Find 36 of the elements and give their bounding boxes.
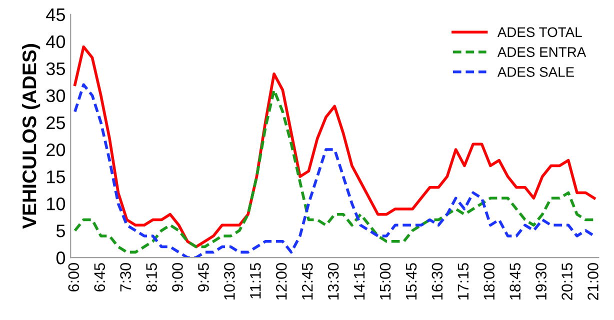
line-series bbox=[74, 45, 596, 248]
y-tick-label: 30 bbox=[46, 89, 66, 102]
x-tick-label: 14:15 bbox=[354, 263, 365, 300]
x-tick-label: 10:30 bbox=[224, 263, 235, 300]
x-tick-label: 7:30 bbox=[120, 263, 131, 292]
legend-label: ADES TOTAL bbox=[497, 27, 582, 38]
y-tick-label: 10 bbox=[47, 197, 66, 210]
x-tick-label: 17:15 bbox=[458, 263, 469, 300]
x-tick-label: 20:15 bbox=[562, 263, 572, 300]
y-axis-title: VEHICULOS (ADES) bbox=[22, 44, 40, 229]
y-tick-label: 20 bbox=[46, 143, 66, 156]
x-tick-label: 6:45 bbox=[94, 263, 106, 292]
x-tick-label: 13:30 bbox=[328, 263, 339, 300]
x-tick-label: 11:15 bbox=[250, 263, 261, 298]
x-tick-label: 19:30 bbox=[536, 263, 546, 300]
legend-label: ADES SALE bbox=[497, 67, 574, 77]
x-tick-label: 9:00 bbox=[172, 263, 183, 292]
x-tick-label: 15:00 bbox=[380, 263, 391, 300]
y-tick-label: 40 bbox=[46, 35, 66, 48]
x-tick-label: 21:00 bbox=[588, 263, 598, 300]
legend-label: ADES ENTRA bbox=[497, 47, 586, 57]
x-tick-label: 6:00 bbox=[68, 263, 80, 292]
y-tick-label: 25 bbox=[46, 116, 65, 130]
y-tick-label: 45 bbox=[46, 8, 65, 22]
x-tick-label: 12:00 bbox=[276, 263, 287, 300]
x-tick-label: 18:45 bbox=[510, 263, 521, 300]
y-tick-label: 5 bbox=[56, 224, 65, 238]
x-tick-label: 12:45 bbox=[302, 263, 313, 300]
y-tick-label: 15 bbox=[47, 170, 65, 184]
x-tick-label: 18:00 bbox=[484, 263, 495, 300]
x-tick-label: 15:45 bbox=[406, 263, 417, 300]
x-tick-label: 8:15 bbox=[146, 263, 157, 292]
x-tick-label: 9:45 bbox=[198, 263, 209, 292]
x-tick-label: 16:30 bbox=[432, 263, 443, 300]
y-tick-label: 0 bbox=[56, 252, 66, 264]
y-tick-label: 35 bbox=[46, 62, 65, 76]
